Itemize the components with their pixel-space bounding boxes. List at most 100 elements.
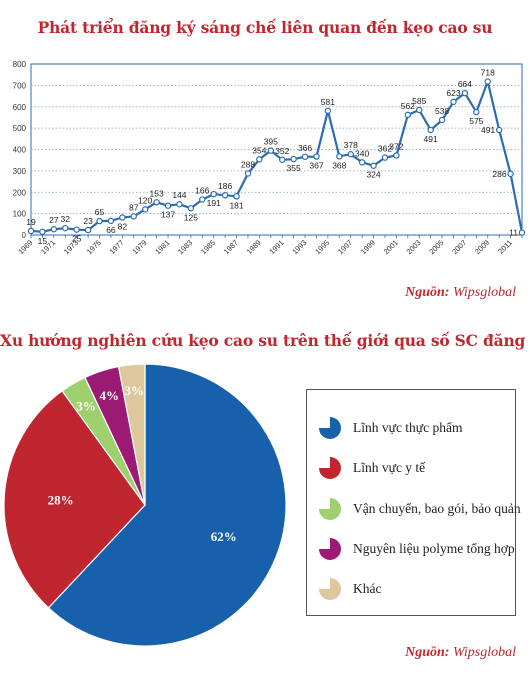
data-point <box>221 192 229 199</box>
source-value: Wipsglobal <box>452 285 516 300</box>
data-label: 120 <box>138 195 152 205</box>
data-label: 324 <box>366 170 380 180</box>
data-label: 286 <box>492 169 506 179</box>
data-label: 144 <box>172 190 186 200</box>
data-point <box>119 214 126 221</box>
data-point <box>210 190 217 198</box>
source-key: Nguồn: <box>405 645 450 660</box>
y-tick-label: 0 <box>22 231 27 240</box>
source-value: Wipsglobal <box>452 645 516 660</box>
data-label: 137 <box>161 210 175 220</box>
data-label: 166 <box>195 186 209 196</box>
data-label: 87 <box>129 202 139 212</box>
data-point <box>301 153 309 160</box>
x-tick-label: 1995 <box>313 238 331 256</box>
x-tick-label: 1985 <box>199 238 217 256</box>
data-point <box>84 226 92 234</box>
data-label: 367 <box>309 161 323 171</box>
pacman-swatch-icon <box>319 457 341 479</box>
data-label: 664 <box>458 79 472 89</box>
data-point <box>336 153 343 160</box>
data-point <box>507 170 514 178</box>
pie-slice-label: 3% <box>76 399 96 414</box>
data-point <box>450 98 457 106</box>
data-point <box>324 107 332 115</box>
pie-slice-label: 3% <box>124 383 144 398</box>
pacman-swatch-icon <box>319 538 341 560</box>
data-point <box>416 106 423 114</box>
data-label: 288 <box>241 159 255 169</box>
data-label: 354 <box>252 145 266 155</box>
pie-slice <box>117 363 146 506</box>
x-tick-label: 2005 <box>427 238 445 256</box>
x-tick-label: 1977 <box>108 238 126 256</box>
pacman-swatch-icon <box>319 417 341 439</box>
y-tick-label: 800 <box>13 60 27 69</box>
x-tick-label: 1989 <box>245 238 263 256</box>
data-label: 372 <box>389 141 403 151</box>
pie-slice-label: 28% <box>48 493 74 508</box>
data-label: 25 <box>72 234 82 244</box>
y-tick-label: 200 <box>13 188 27 197</box>
data-point <box>370 162 377 169</box>
data-label: 581 <box>321 97 335 107</box>
legend-item-polymer: Nguyên liệu polyme tổng hợp <box>317 536 515 562</box>
pie-slice-label: 4% <box>100 388 120 403</box>
data-point <box>141 206 149 213</box>
data-label: 491 <box>481 125 495 135</box>
legend-item-medical: Lĩnh vực y tế <box>317 455 425 481</box>
y-tick-label: 700 <box>13 81 27 90</box>
data-label: 562 <box>401 101 415 111</box>
legend-item-transport: Vận chuyển, bao gói, bảo quản <box>317 496 521 522</box>
data-point <box>290 155 297 163</box>
data-point <box>279 156 286 163</box>
data-label: 186 <box>218 181 232 191</box>
data-point <box>393 152 400 159</box>
data-point <box>347 151 354 158</box>
data-point <box>256 156 263 163</box>
data-label: 585 <box>412 96 426 106</box>
line-chart-source: Nguồn: Wipsglobal <box>405 285 516 301</box>
legend-item-other: Khác <box>317 576 381 602</box>
data-point <box>107 217 115 225</box>
data-point <box>358 159 366 166</box>
data-point <box>404 111 412 119</box>
x-tick-label: 2011 <box>496 238 514 256</box>
data-label: 27 <box>49 215 59 225</box>
pie-slice <box>47 363 287 647</box>
data-point <box>244 170 252 177</box>
y-tick-label: 300 <box>13 167 27 176</box>
data-point <box>495 126 503 134</box>
data-point <box>233 193 240 200</box>
data-label: 366 <box>298 143 312 153</box>
data-label: 368 <box>332 160 346 170</box>
x-tick-label: 1981 <box>153 238 171 256</box>
data-label: 355 <box>287 163 301 173</box>
data-label: 82 <box>118 221 128 231</box>
source-key: Nguồn: <box>405 285 450 300</box>
data-point <box>518 229 526 236</box>
data-label: 15 <box>38 236 48 246</box>
y-tick-label: 600 <box>13 103 27 112</box>
x-tick-label: 2007 <box>450 238 468 256</box>
x-tick-label: 2009 <box>473 238 491 256</box>
data-label: 19 <box>26 217 36 227</box>
data-point <box>461 89 469 97</box>
data-label: 181 <box>229 200 243 210</box>
data-point <box>39 228 46 235</box>
x-tick-label: 1999 <box>359 238 377 256</box>
data-label: 191 <box>207 198 221 208</box>
x-tick-label: 2003 <box>404 238 422 256</box>
x-tick-label: 1993 <box>290 238 308 256</box>
data-label: 66 <box>106 225 116 235</box>
data-label: 718 <box>481 68 495 78</box>
data-point <box>130 213 137 220</box>
data-label: 23 <box>83 216 93 226</box>
data-label: 340 <box>355 148 369 158</box>
data-label: 11 <box>509 228 518 238</box>
data-point <box>96 217 103 225</box>
pie-legend: Lĩnh vực thực phẩm Lĩnh vực y tế Vận chu… <box>306 389 521 616</box>
legend-label: Nguyên liệu polyme tổng hợp <box>353 541 515 556</box>
data-label: 65 <box>95 207 105 217</box>
